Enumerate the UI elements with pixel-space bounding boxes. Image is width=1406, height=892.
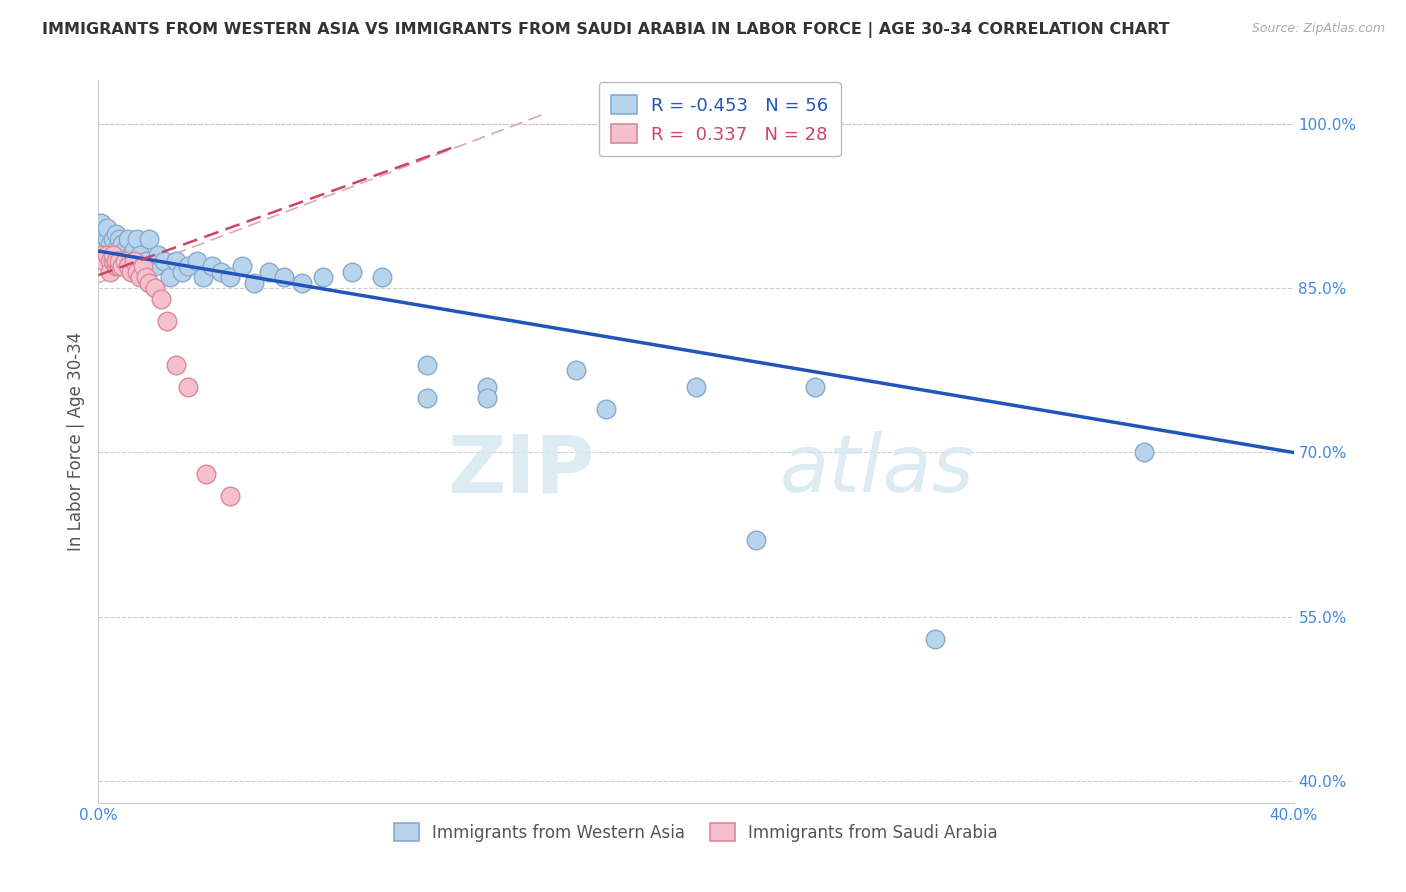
Point: [153, 253, 176, 268]
Point: [114, 243, 136, 257]
Point: [924, 632, 946, 646]
Point: [143, 260, 166, 274]
Point: [416, 358, 439, 372]
Point: [103, 248, 125, 262]
Point: [90, 248, 112, 262]
Point: [96, 248, 118, 262]
Point: [595, 401, 617, 416]
Point: [135, 270, 157, 285]
Point: [138, 276, 160, 290]
Point: [165, 253, 187, 268]
Point: [124, 243, 146, 257]
Point: [98, 237, 122, 252]
Point: [159, 270, 181, 285]
Point: [105, 260, 128, 274]
Point: [243, 276, 266, 290]
Point: [93, 253, 115, 268]
Point: [371, 270, 394, 285]
Point: [148, 248, 170, 262]
Point: [103, 253, 125, 268]
Point: [111, 237, 134, 252]
Point: [186, 253, 208, 268]
Point: [231, 260, 253, 274]
Point: [745, 533, 768, 547]
Point: [98, 265, 122, 279]
Point: [111, 260, 134, 274]
Point: [804, 380, 827, 394]
Point: [1133, 445, 1156, 459]
Legend: Immigrants from Western Asia, Immigrants from Saudi Arabia: Immigrants from Western Asia, Immigrants…: [387, 817, 1005, 848]
Point: [127, 232, 149, 246]
Point: [201, 260, 224, 274]
Point: [103, 232, 125, 246]
Point: [108, 253, 131, 268]
Point: [111, 253, 134, 268]
Point: [117, 232, 139, 246]
Point: [127, 265, 149, 279]
Point: [93, 243, 115, 257]
Point: [565, 363, 588, 377]
Point: [311, 270, 333, 285]
Point: [105, 253, 128, 268]
Point: [150, 292, 173, 306]
Point: [132, 260, 155, 274]
Point: [177, 260, 200, 274]
Point: [156, 314, 179, 328]
Point: [124, 253, 146, 268]
Point: [257, 265, 280, 279]
Point: [108, 232, 131, 246]
Point: [103, 248, 125, 262]
Point: [273, 270, 295, 285]
Point: [90, 216, 112, 230]
Point: [129, 248, 152, 262]
Point: [120, 265, 142, 279]
Point: [93, 227, 115, 241]
Point: [96, 221, 118, 235]
Point: [219, 270, 242, 285]
Point: [96, 232, 118, 246]
Point: [105, 243, 128, 257]
Text: ZIP: ZIP: [447, 432, 595, 509]
Point: [129, 270, 152, 285]
Point: [117, 253, 139, 268]
Point: [132, 260, 155, 274]
Point: [108, 260, 131, 274]
Point: [416, 391, 439, 405]
Point: [143, 281, 166, 295]
Text: atlas: atlas: [779, 432, 974, 509]
Point: [191, 270, 214, 285]
Point: [172, 265, 194, 279]
Point: [98, 253, 122, 268]
Point: [209, 265, 232, 279]
Point: [219, 489, 242, 503]
Point: [291, 276, 314, 290]
Point: [685, 380, 707, 394]
Point: [342, 265, 364, 279]
Y-axis label: In Labor Force | Age 30-34: In Labor Force | Age 30-34: [66, 332, 84, 551]
Point: [475, 391, 498, 405]
Point: [177, 380, 200, 394]
Text: Source: ZipAtlas.com: Source: ZipAtlas.com: [1251, 22, 1385, 36]
Point: [117, 260, 139, 274]
Text: IMMIGRANTS FROM WESTERN ASIA VS IMMIGRANTS FROM SAUDI ARABIA IN LABOR FORCE | AG: IMMIGRANTS FROM WESTERN ASIA VS IMMIGRAN…: [42, 22, 1170, 38]
Point: [135, 253, 157, 268]
Point: [165, 358, 187, 372]
Point: [475, 380, 498, 394]
Point: [105, 227, 128, 241]
Point: [108, 248, 131, 262]
Point: [114, 253, 136, 268]
Point: [120, 248, 142, 262]
Point: [98, 253, 122, 268]
Point: [138, 232, 160, 246]
Point: [195, 467, 218, 482]
